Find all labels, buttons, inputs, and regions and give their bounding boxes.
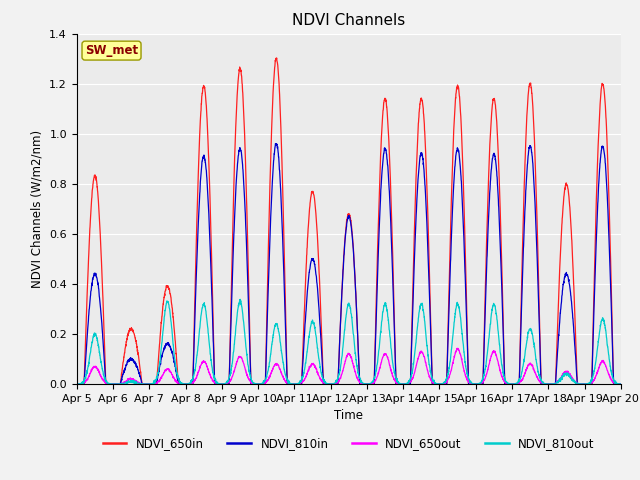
- NDVI_650in: [273, 55, 280, 61]
- NDVI_810in: [73, 381, 81, 387]
- Line: NDVI_650in: NDVI_650in: [77, 58, 621, 384]
- NDVI_650in: [305, 211, 313, 217]
- NDVI_810out: [611, 381, 619, 387]
- NDVI_810in: [548, 381, 556, 387]
- Title: NDVI Channels: NDVI Channels: [292, 13, 405, 28]
- NDVI_810in: [617, 381, 625, 387]
- NDVI_650in: [73, 381, 81, 387]
- Line: NDVI_810out: NDVI_810out: [77, 300, 621, 384]
- NDVI_810in: [607, 273, 614, 279]
- Text: SW_met: SW_met: [85, 44, 138, 57]
- NDVI_650in: [282, 310, 289, 315]
- NDVI_810out: [135, 381, 143, 386]
- NDVI_650out: [282, 379, 289, 384]
- NDVI_810out: [607, 363, 614, 369]
- NDVI_650out: [453, 346, 461, 351]
- NDVI_650in: [548, 381, 556, 387]
- NDVI_650in: [607, 246, 614, 252]
- NDVI_810in: [135, 370, 143, 375]
- NDVI_810out: [167, 319, 175, 325]
- NDVI_810out: [282, 372, 289, 378]
- NDVI_810out: [305, 335, 313, 340]
- NDVI_650in: [617, 381, 625, 387]
- NDVI_650out: [548, 381, 556, 387]
- NDVI_810out: [236, 297, 244, 302]
- NDVI_810out: [73, 381, 81, 387]
- Y-axis label: NDVI Channels (W/m2/nm): NDVI Channels (W/m2/nm): [31, 130, 44, 288]
- NDVI_810in: [167, 346, 175, 352]
- NDVI_810out: [617, 381, 625, 387]
- NDVI_650in: [167, 297, 175, 303]
- Line: NDVI_810in: NDVI_810in: [77, 144, 621, 384]
- NDVI_650out: [617, 381, 625, 387]
- NDVI_650out: [109, 381, 117, 387]
- NDVI_650out: [135, 381, 143, 386]
- NDVI_810in: [305, 269, 313, 275]
- X-axis label: Time: Time: [334, 409, 364, 422]
- NDVI_650in: [135, 357, 143, 362]
- NDVI_810in: [282, 326, 289, 332]
- NDVI_810in: [272, 141, 280, 146]
- NDVI_650out: [73, 381, 81, 387]
- NDVI_650out: [168, 370, 175, 376]
- NDVI_650out: [607, 376, 614, 382]
- NDVI_650out: [305, 366, 313, 372]
- Line: NDVI_650out: NDVI_650out: [77, 348, 621, 384]
- NDVI_810out: [548, 381, 556, 387]
- Legend: NDVI_650in, NDVI_810in, NDVI_650out, NDVI_810out: NDVI_650in, NDVI_810in, NDVI_650out, NDV…: [98, 433, 600, 455]
